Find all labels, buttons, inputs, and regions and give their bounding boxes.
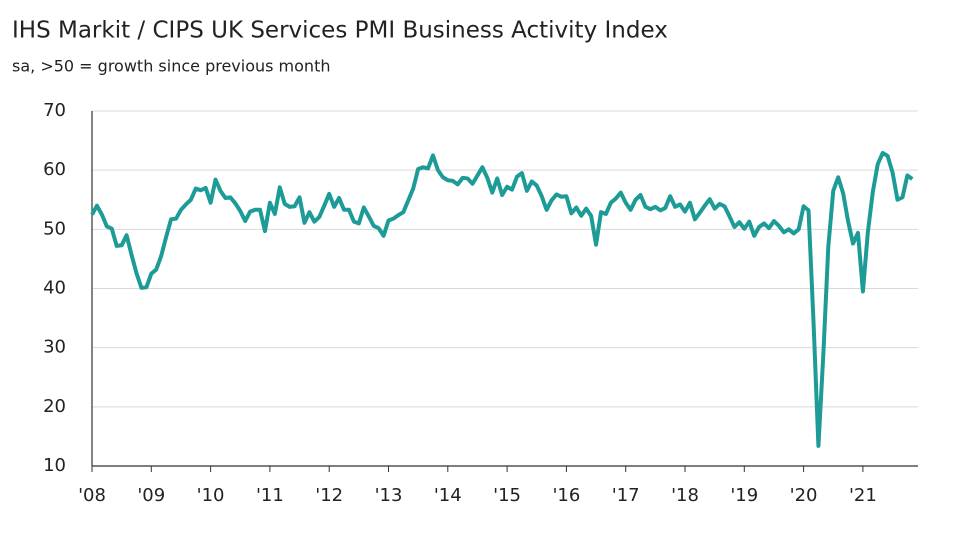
x-tick-label: '19	[730, 485, 758, 506]
chart-title: IHS Markit / CIPS UK Services PMI Busine…	[12, 18, 668, 44]
x-tick-label: '14	[434, 485, 462, 506]
y-tick-label: 70	[43, 100, 66, 121]
x-tick-label: '08	[78, 485, 106, 506]
x-tick-label: '17	[612, 485, 640, 506]
y-tick-label: 40	[43, 278, 66, 299]
x-tick-label: '13	[375, 485, 403, 506]
x-tick-label: '10	[197, 485, 225, 506]
y-tick-label: 10	[43, 455, 66, 476]
x-tick-label: '12	[315, 485, 343, 506]
y-tick-label: 20	[43, 396, 66, 417]
x-tick-label: '11	[256, 485, 284, 506]
x-tick-label: '09	[137, 485, 165, 506]
chart-subtitle: sa, >50 = growth since previous month	[12, 57, 330, 76]
x-tick-label: '15	[493, 485, 521, 506]
x-tick-label: '21	[849, 485, 877, 506]
y-tick-label: 60	[43, 159, 66, 180]
y-tick-label: 30	[43, 337, 66, 358]
x-tick-label: '16	[552, 485, 580, 506]
y-tick-label: 50	[43, 218, 66, 239]
x-tick-label: '18	[671, 485, 699, 506]
data-line	[90, 151, 914, 448]
x-tick-label: '20	[790, 485, 818, 506]
